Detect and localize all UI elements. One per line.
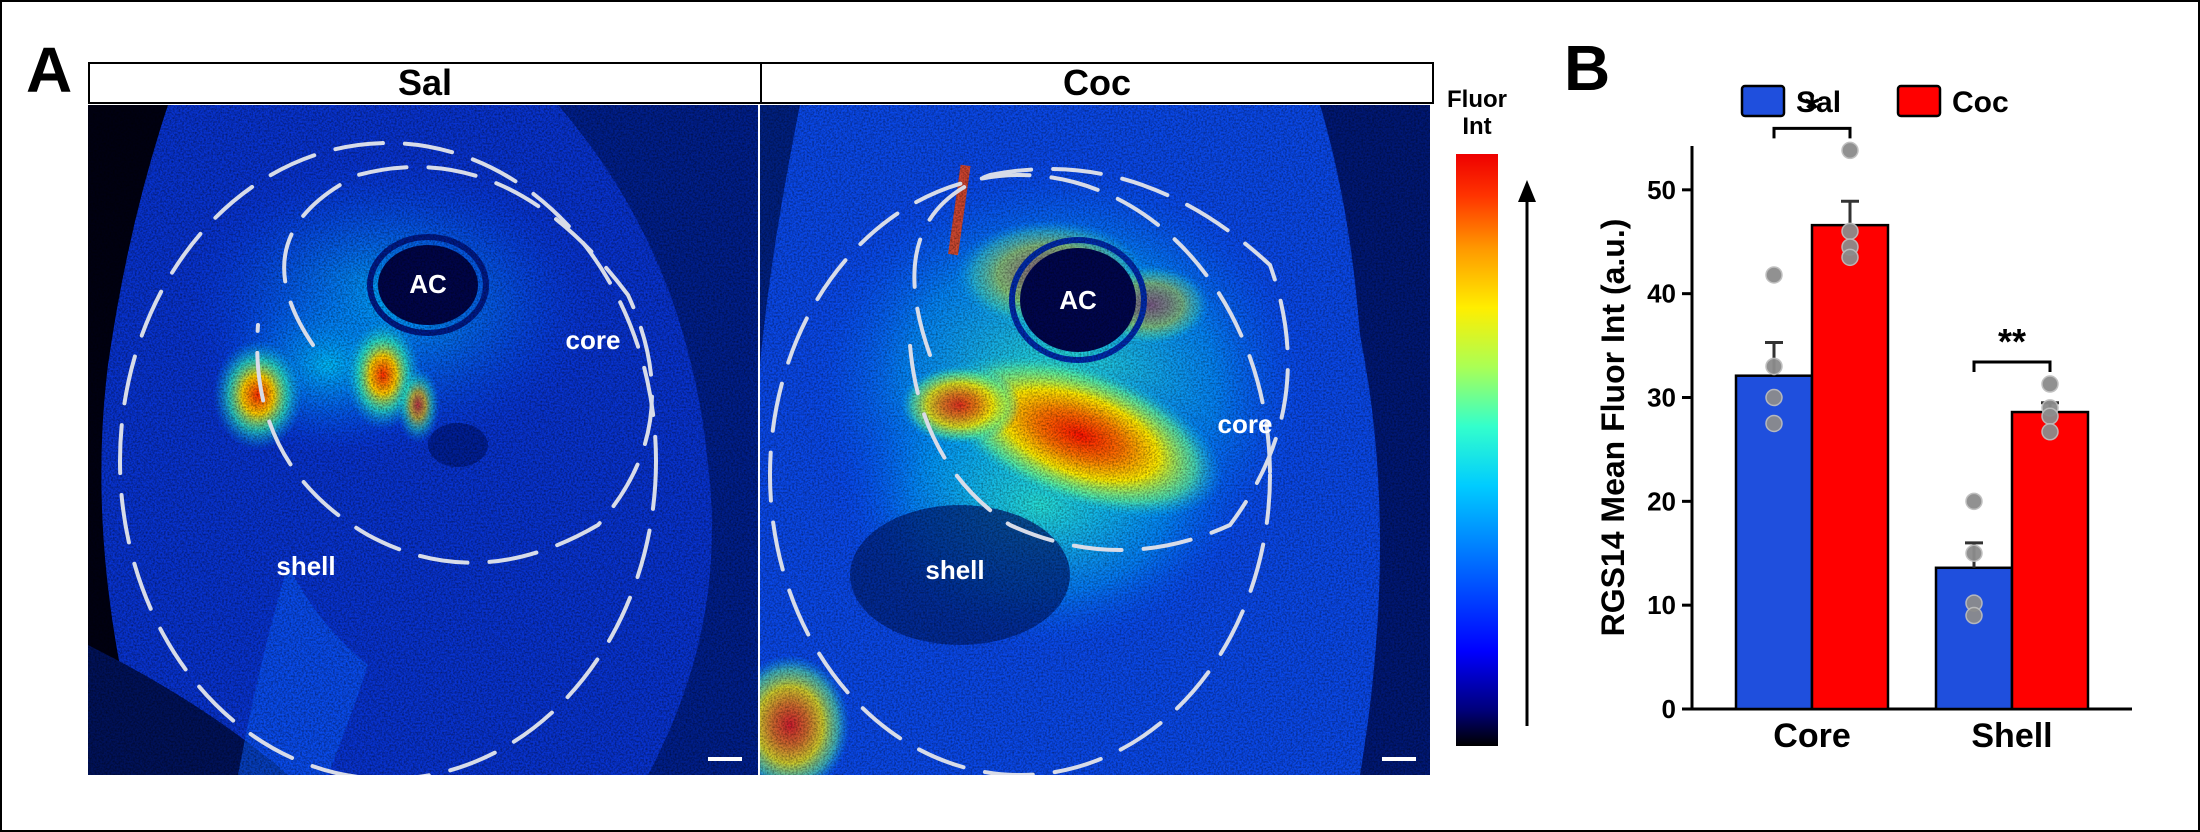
significance-label: ** — [1998, 321, 2026, 362]
data-point — [2041, 423, 2059, 441]
coc-micrograph: AC core shell — [760, 105, 1430, 775]
sal-header: Sal — [88, 62, 762, 104]
panel-a-letter: A — [26, 34, 73, 106]
y-axis-title: RGS14 Mean Fluor Int (a.u.) — [1595, 219, 1631, 637]
y-tick-label: 20 — [1647, 486, 1676, 516]
colorbar-title-line1: Fluor — [1447, 86, 1507, 113]
data-point — [1965, 544, 1983, 562]
panel-b-letter: B — [1564, 32, 1611, 104]
colorbar-title-line2: Int — [1462, 113, 1492, 140]
data-point — [1841, 141, 1859, 160]
y-tick-label: 40 — [1647, 279, 1676, 309]
x-category-label: Shell — [1971, 717, 2052, 755]
significance-bracket — [1772, 126, 1852, 139]
bar — [1934, 566, 2014, 711]
sal-core-label: core — [566, 325, 621, 355]
data-point — [2041, 407, 2059, 425]
legend-swatch — [1896, 84, 1942, 118]
coc-shell-label: shell — [925, 555, 984, 585]
coc-header: Coc — [760, 62, 1434, 104]
significance-bracket — [1972, 360, 2052, 373]
legend-label: Sal — [1796, 86, 1841, 119]
sal-micrograph: AC core shell — [88, 105, 758, 775]
coc-core-label: core — [1218, 409, 1273, 439]
sal-scale-bar — [708, 757, 742, 761]
significance-label: * — [1805, 87, 1819, 128]
coc-scale-bar — [1382, 757, 1416, 761]
y-tick-label: 10 — [1647, 590, 1676, 620]
colorbar — [1456, 154, 1498, 746]
data-point — [1841, 222, 1859, 241]
data-point — [1965, 606, 1983, 625]
data-point — [1841, 248, 1859, 267]
colorbar-title: Fluor Int — [1436, 86, 1518, 140]
bar — [2010, 410, 2090, 711]
sal-shell-label: shell — [276, 551, 335, 581]
data-point — [1765, 414, 1783, 433]
coc-ac-label: AC — [1059, 285, 1097, 315]
x-category-label: Core — [1773, 717, 1850, 755]
bar-chart: 0 10 20 30 40 50 RGS14 Mean Fluor Int (a.u.) Co… — [1595, 84, 2132, 755]
data-point — [1765, 388, 1783, 407]
y-tick-label: 0 — [1662, 694, 1676, 724]
legend-swatch — [1740, 84, 1786, 118]
y-tick-label: 30 — [1647, 383, 1676, 413]
colorbar-arrow — [1518, 180, 1536, 726]
data-point — [1965, 492, 1983, 511]
bar — [1810, 223, 1890, 711]
data-point — [2041, 375, 2059, 393]
sal-ac-label: AC — [409, 269, 447, 299]
legend-label: Coc — [1952, 86, 2009, 119]
data-point — [1765, 266, 1783, 284]
y-tick-label: 50 — [1647, 175, 1676, 205]
data-point — [1765, 357, 1783, 376]
